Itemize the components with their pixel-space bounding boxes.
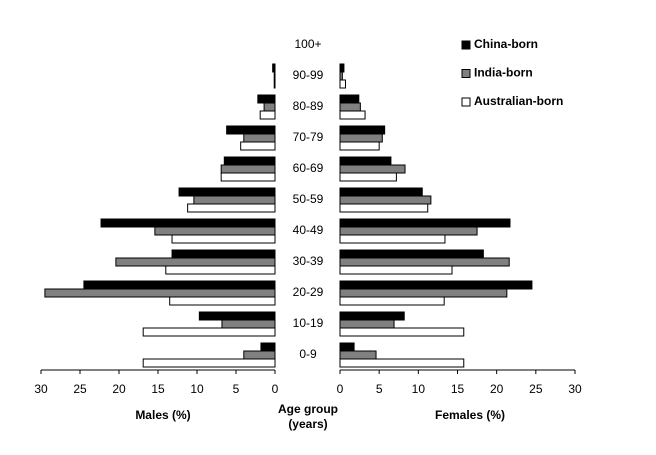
bar [339, 234, 446, 244]
bar [240, 141, 276, 151]
bar [263, 102, 276, 112]
bar [339, 172, 397, 182]
bar [339, 125, 386, 135]
x-tick-label: 0 [272, 382, 279, 396]
category-label: 30-39 [293, 254, 324, 268]
x-tick-label: 20 [490, 382, 504, 396]
bar [339, 94, 360, 104]
bar [272, 63, 276, 73]
bar [339, 280, 533, 290]
category-label: 10-19 [293, 316, 324, 330]
bar [339, 110, 366, 120]
bar [339, 102, 361, 112]
bar [339, 350, 377, 360]
bar [257, 94, 276, 104]
bar [223, 156, 276, 166]
x-tick-label: 5 [376, 382, 383, 396]
legend-label: India-born [474, 66, 533, 80]
category-label: 100+ [294, 37, 321, 51]
bar [339, 249, 484, 259]
bar [100, 218, 276, 228]
bar [243, 133, 276, 143]
bar [339, 311, 405, 321]
bar [187, 203, 276, 213]
bar [339, 71, 343, 81]
x-tick-label: 30 [34, 382, 48, 396]
bar [142, 327, 276, 337]
x-tick-label: 25 [73, 382, 87, 396]
bar [339, 257, 510, 267]
bar [339, 79, 346, 89]
bar [171, 249, 276, 259]
bar [339, 319, 395, 329]
bar [339, 288, 508, 298]
bar [339, 327, 465, 337]
y-axis-label: (years) [288, 417, 327, 431]
bar [339, 63, 345, 73]
bar [339, 265, 453, 275]
legend-swatch [461, 97, 471, 107]
bar [339, 218, 511, 228]
bar [220, 164, 276, 174]
bar [171, 234, 276, 244]
category-label: 50-59 [293, 192, 324, 206]
category-label: 90-99 [293, 68, 324, 82]
bar [83, 280, 276, 290]
bar [142, 358, 276, 368]
bar [44, 288, 276, 298]
bar [178, 187, 276, 197]
category-label: 70-79 [293, 130, 324, 144]
bar [115, 257, 276, 267]
bar [259, 110, 276, 120]
bar [339, 141, 380, 151]
bar [273, 79, 276, 89]
x-tick-label: 15 [451, 382, 465, 396]
bar [339, 296, 445, 306]
x-tick-label: 30 [568, 382, 582, 396]
males-label: Males (%) [135, 408, 190, 422]
females-label: Females (%) [435, 408, 505, 422]
x-tick-label: 0 [337, 382, 344, 396]
y-axis-label: Age group [278, 402, 338, 416]
bar [273, 71, 276, 81]
legend-label: Australian-born [474, 94, 563, 108]
bar [226, 125, 276, 135]
x-tick-label: 5 [233, 382, 240, 396]
x-tick-label: 15 [151, 382, 165, 396]
bar [339, 203, 429, 213]
bar [260, 342, 276, 352]
bar [339, 133, 383, 143]
bar [165, 265, 276, 275]
category-label: 60-69 [293, 161, 324, 175]
bar [339, 195, 432, 205]
legend-swatch [461, 69, 471, 78]
bar [339, 164, 406, 174]
bar [339, 226, 478, 236]
x-tick-label: 10 [190, 382, 204, 396]
category-label: 0-9 [299, 347, 317, 361]
bar [339, 156, 392, 166]
x-tick-label: 25 [529, 382, 543, 396]
bar [220, 172, 276, 182]
bar [169, 296, 276, 306]
bar [339, 342, 355, 352]
category-label: 80-89 [293, 99, 324, 113]
bar [154, 226, 276, 236]
bar [339, 358, 465, 368]
legend-swatch [461, 40, 471, 50]
category-label: 40-49 [293, 223, 324, 237]
bar [243, 350, 276, 360]
category-label: 20-29 [293, 285, 324, 299]
x-tick-label: 20 [112, 382, 126, 396]
bar [221, 319, 276, 329]
x-tick-label: 10 [412, 382, 426, 396]
legend-label: China-born [474, 37, 538, 51]
bar [198, 311, 276, 321]
bar [339, 187, 423, 197]
bar [193, 195, 276, 205]
